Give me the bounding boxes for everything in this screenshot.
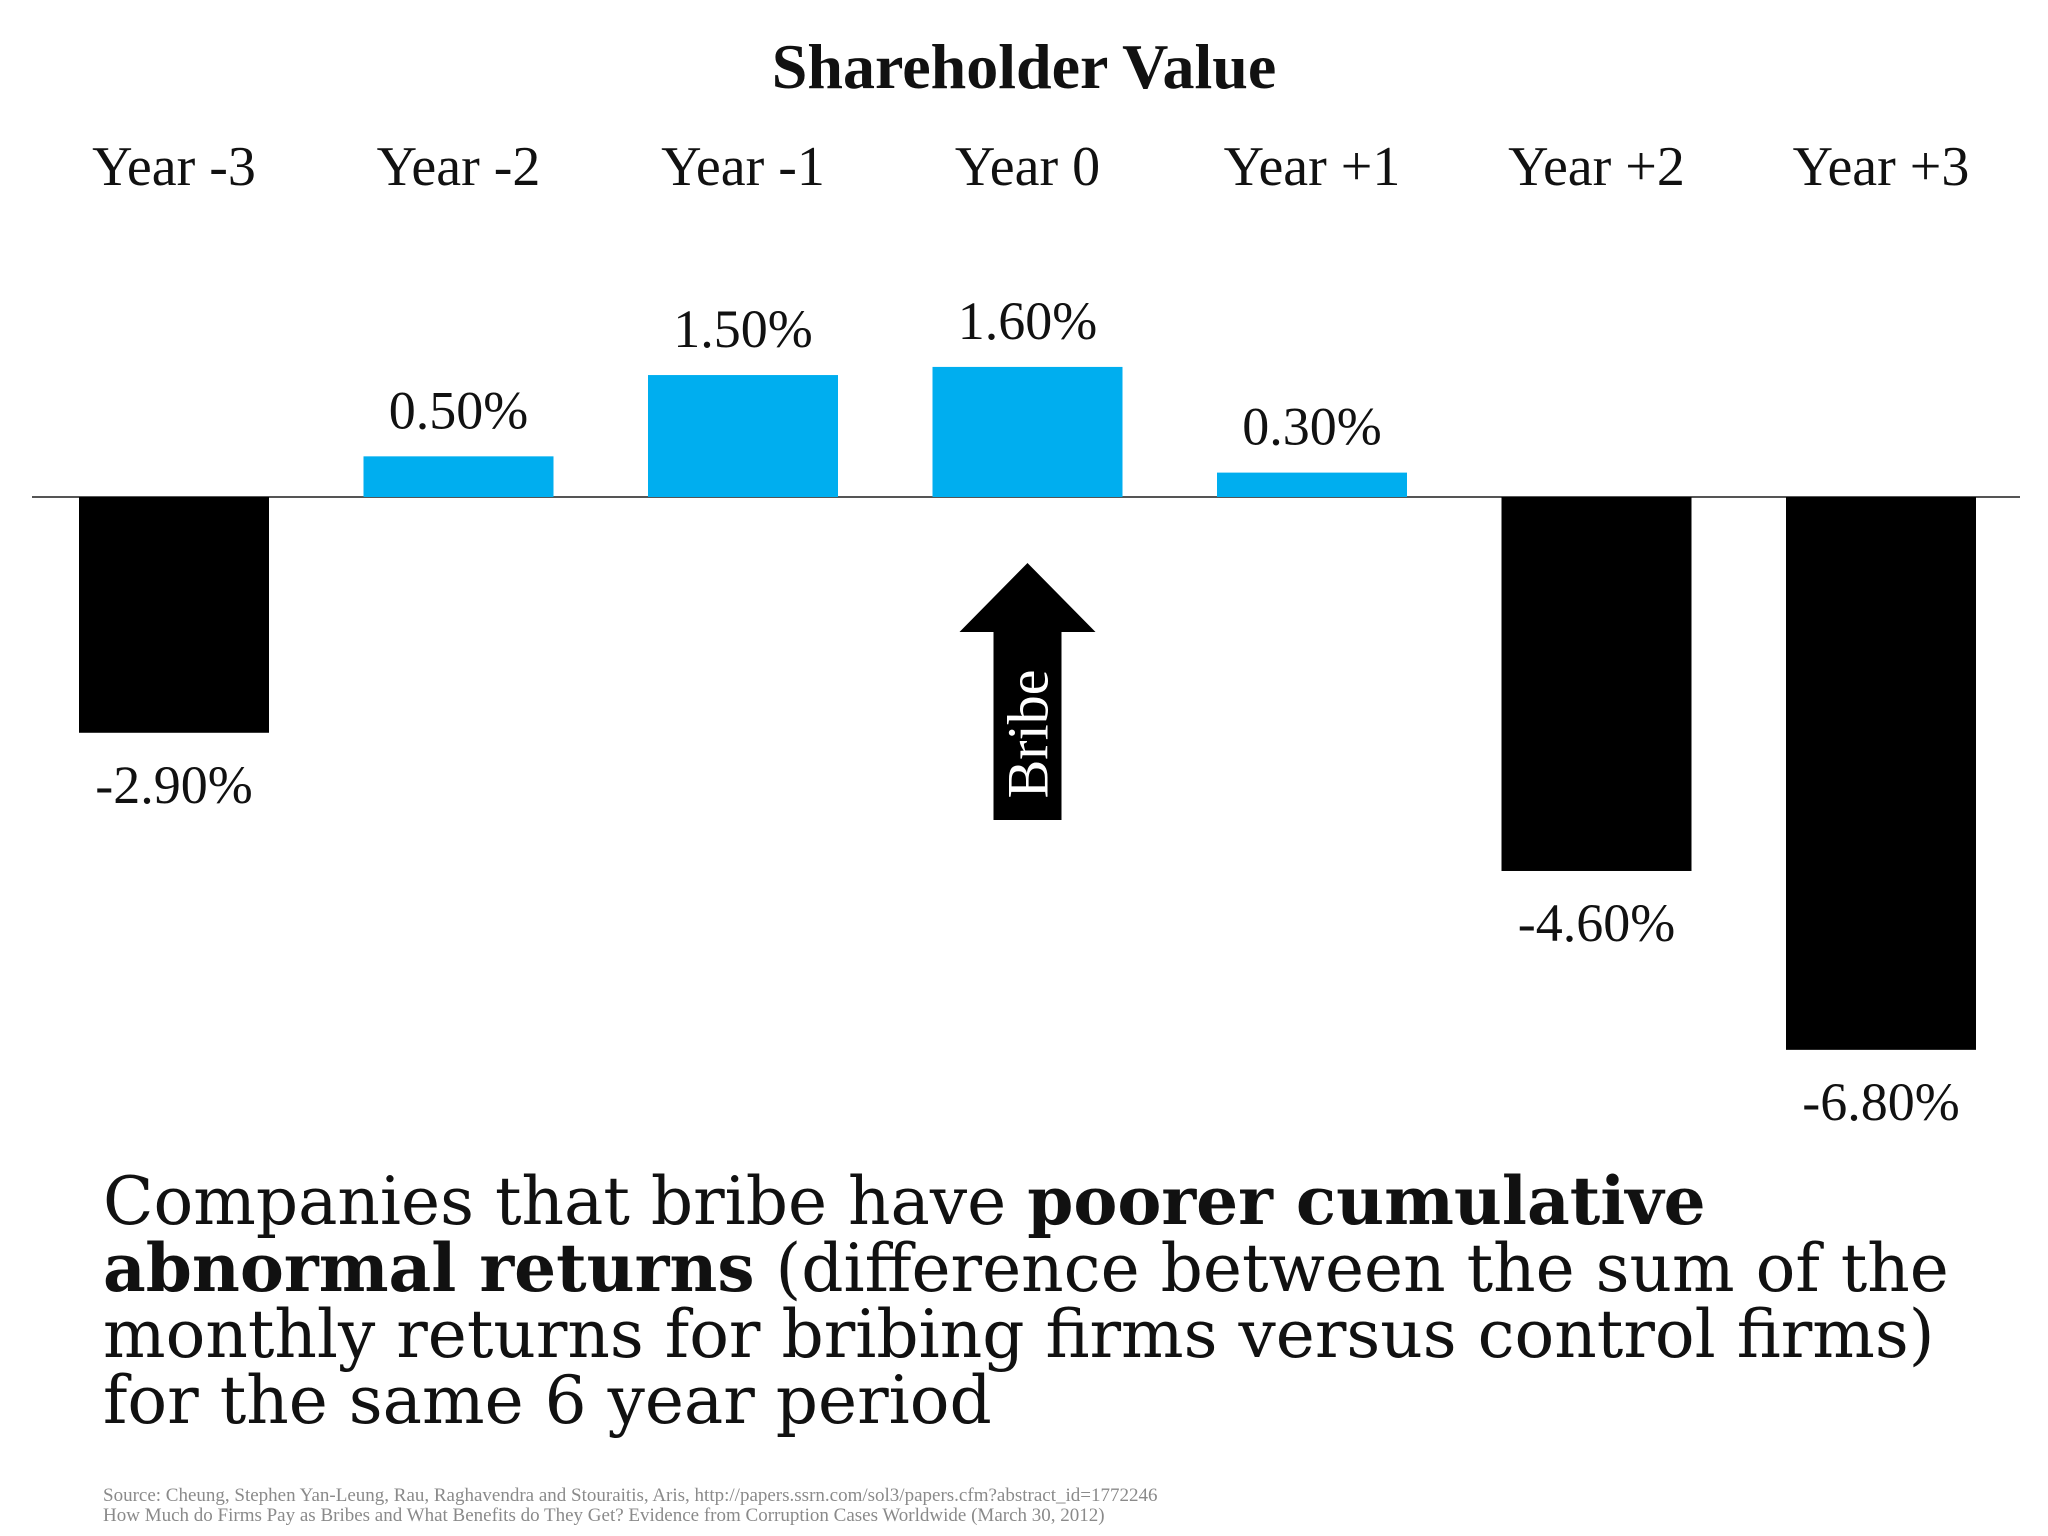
bar-yearplus2: [1501, 497, 1692, 871]
bar-yearminus2: [363, 456, 554, 497]
category-label-yearminus2: Year -2: [377, 136, 541, 198]
value-label-yearminus3: -2.90%: [95, 755, 252, 815]
category-label-yearminus1: Year -1: [661, 136, 825, 198]
bar-yearplus3: [1786, 497, 1976, 1050]
bar-yearminus3: [79, 497, 269, 733]
bribe-arrow: [959, 563, 1096, 820]
value-label-yearplus1: 0.30%: [1242, 397, 1381, 457]
value-label-yearplus2: -4.60%: [1518, 893, 1675, 953]
caption-part2: (difference between the sum of the month…: [103, 1230, 1949, 1439]
caption-bold: poorer cumulative abnormal returns: [103, 1162, 1706, 1307]
bar-yearminus1: [648, 375, 838, 497]
source-citation: Source: Cheung, Stephen Yan-Leung, Rau, …: [103, 1486, 2003, 1526]
category-label-year0: Year 0: [955, 136, 1100, 198]
category-label-yearplus1: Year +1: [1224, 136, 1401, 198]
value-label-yearplus3: -6.80%: [1802, 1072, 1959, 1132]
value-label-yearminus1: 1.50%: [673, 299, 812, 359]
bribe-arrow-label: Bribe: [996, 670, 1061, 799]
source-line-1: Source: Cheung, Stephen Yan-Leung, Rau, …: [103, 1485, 1158, 1506]
category-label-yearminus3: Year -3: [92, 136, 256, 198]
bar-year0: [932, 366, 1123, 497]
bar-chart: Shareholder Value Year -3 -2.90% Year -2 0.5…: [32, 31, 2020, 1132]
value-label-yearminus2: 0.50%: [389, 380, 528, 440]
chart-title: Shareholder Value: [772, 31, 1276, 102]
caption-part1: Companies that bribe have: [103, 1163, 1028, 1240]
bar-yearplus1: [1217, 472, 1407, 497]
caption: Companies that bribe have poorer cumulat…: [103, 1168, 2003, 1434]
category-label-yearplus2: Year +2: [1508, 136, 1685, 198]
category-label-yearplus3: Year +3: [1793, 136, 1970, 198]
source-line-2: How Much do Firms Pay as Bribes and What…: [103, 1505, 1105, 1526]
value-label-year0: 1.60%: [958, 291, 1097, 351]
